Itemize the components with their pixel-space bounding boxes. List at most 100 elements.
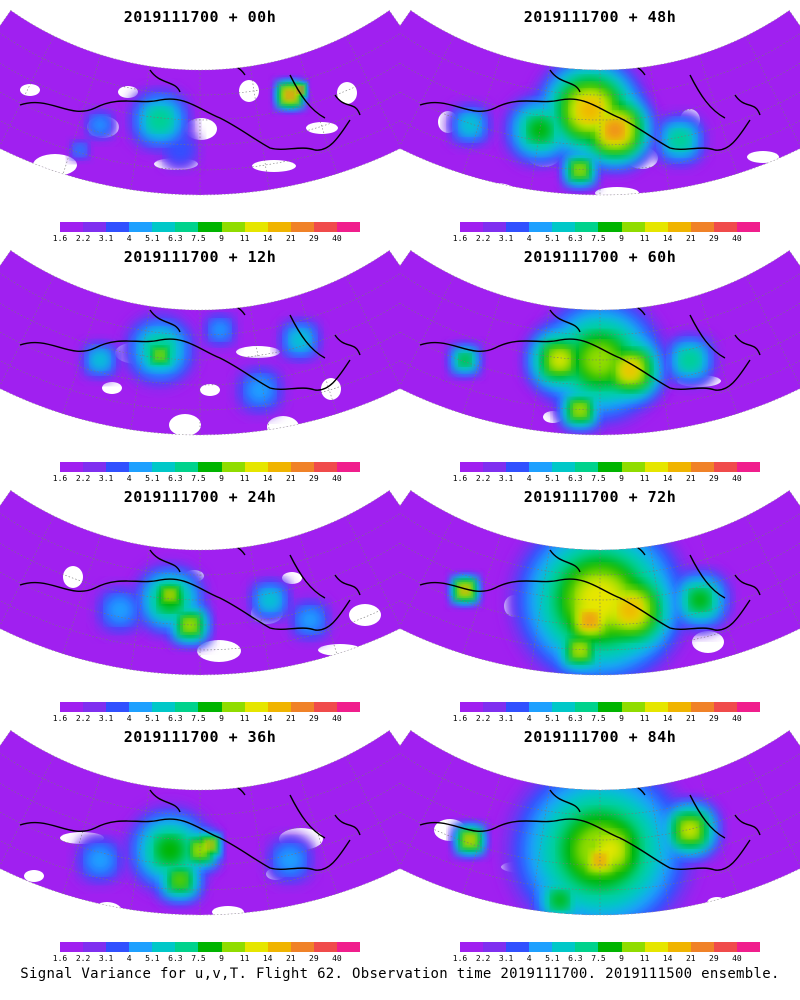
variance-map: [400, 489, 800, 676]
map-panel: 2019111700 + 48h 1.6 2.2 3.1 4 5.1 6.3 7.5 9 11 14…: [400, 0, 800, 250]
colorbar-tick-label: 14: [262, 714, 273, 723]
colorbar-swatch: [83, 462, 107, 472]
colorbar-tick-label: 2.2: [475, 474, 491, 483]
variance-contour: [682, 822, 698, 838]
colorbar-tick-label: 40: [332, 474, 342, 483]
colorbar-ticks: 1.6 2.2 3.1 4 5.1 6.3 7.5 9 11 14 21 29 40: [453, 714, 760, 724]
colorbar-swatch: [244, 942, 268, 952]
colorbar-tick-label: 14: [262, 954, 273, 963]
colorbar-swatch: [644, 942, 668, 952]
low-variance-gap: [318, 644, 362, 656]
panel-title: 2019111700 + 36h: [123, 728, 277, 746]
colorbar-tick-label: 11: [239, 954, 250, 963]
colorbar-swatch: [106, 222, 130, 232]
colorbar-tick-label: 21: [285, 474, 296, 483]
variance-contour: [619, 599, 641, 621]
colorbar-ticks: 1.6 2.2 3.1 4 5.1 6.3 7.5 9 11 14 21 29 40: [53, 714, 360, 724]
colorbar-swatch: [736, 942, 761, 952]
colorbar-swatch: [506, 702, 530, 712]
colorbar-tick-label: 4: [126, 954, 132, 963]
colorbar-swatch: [336, 702, 361, 712]
variance-contour: [290, 330, 310, 350]
latitude-line: [0, 91, 400, 171]
colorbar-tick-label: 40: [732, 714, 742, 723]
variance-contour: [583, 613, 597, 627]
colorbar-tick-label: 9: [219, 474, 224, 483]
colorbar-tick-label: 1.6: [52, 954, 68, 963]
low-variance-gap: [474, 183, 518, 195]
colorbar-tick-label: 9: [619, 954, 624, 963]
colorbar-swatch: [552, 462, 576, 472]
colorbar-tick-label: 11: [239, 474, 250, 483]
low-variance-gap: [747, 151, 779, 163]
colorbar-tick-label: 6.3: [568, 954, 583, 963]
colorbar-swatch: [690, 942, 714, 952]
latitude-line: [400, 750, 800, 816]
colorbar-tick-label: 9: [619, 714, 624, 723]
colorbar-tick-label: 29: [309, 954, 319, 963]
panel-title: 2019111700 + 24h: [123, 488, 277, 506]
colorbar-tick-label: 6.3: [568, 714, 583, 723]
latitude-line: [400, 510, 800, 576]
colorbar-tick-label: 1.6: [52, 714, 68, 723]
colorbar-tick-label: 40: [732, 234, 742, 243]
latitude-line: [0, 571, 400, 651]
colorbar-ticks: 1.6 2.2 3.1 4 5.1 6.3 7.5 9 11 14 21 29 40: [53, 954, 360, 964]
map-panel: 2019111700 + 24h 1.6 2.2 3.1 4 5.1 6.3 7.5 9 11 14…: [0, 480, 400, 730]
colorbar-swatch: [221, 222, 245, 232]
colorbar-swatch: [175, 222, 199, 232]
variance-contour: [573, 643, 587, 657]
colorbar-swatch: [690, 702, 714, 712]
panel-title: 2019111700 + 48h: [523, 8, 677, 26]
map-panel: 2019111700 + 72h 1.6 2.2 3.1 4 5.1 6.3 7.5 9 11 14…: [400, 480, 800, 730]
map-panel: 2019111700 + 12h 1.6 2.2 3.1 4 5.1 6.3 7.5 9 11 14…: [0, 240, 400, 490]
colorbar-swatch: [621, 462, 645, 472]
colorbar: [60, 942, 361, 952]
variance-contour: [165, 135, 195, 165]
colorbar-tick-label: 14: [262, 474, 273, 483]
colorbar-tick-label: 14: [662, 474, 673, 483]
colorbar-swatch: [313, 462, 337, 472]
colorbar-swatch: [60, 222, 84, 232]
variance-map: [0, 9, 400, 196]
colorbar-tick-label: 6.3: [168, 954, 183, 963]
colorbar: [60, 222, 361, 232]
variance-contour: [551, 891, 569, 909]
variance-contour: [166, 591, 174, 599]
colorbar-tick-label: 3.1: [498, 474, 514, 483]
low-variance-gap: [306, 122, 338, 134]
variance-contour: [74, 144, 86, 156]
colorbar-swatch: [152, 702, 176, 712]
colorbar-swatch: [198, 222, 222, 232]
colorbar-tick-label: 2.2: [75, 954, 91, 963]
low-variance-gap: [102, 382, 122, 394]
latitude-line: [400, 270, 800, 336]
colorbar-swatch: [313, 942, 337, 952]
colorbar-tick-label: 29: [709, 234, 719, 243]
colorbar-swatch: [690, 462, 714, 472]
colorbar-tick-label: 2.2: [75, 234, 91, 243]
latitude-line: [0, 750, 400, 816]
colorbar-tick-label: 7.5: [191, 714, 206, 723]
variance-contour: [528, 118, 552, 142]
colorbar-swatch: [460, 702, 484, 712]
variance-contour: [86, 846, 114, 874]
colorbar-swatch: [644, 222, 668, 232]
colorbar-tick-label: 4: [126, 714, 132, 723]
colorbar-swatch: [506, 942, 530, 952]
colorbar: [460, 462, 761, 472]
variance-map: [0, 729, 400, 916]
colorbar-swatch: [336, 222, 361, 232]
variance-contour: [246, 376, 274, 404]
colorbar-tick-label: 5.1: [145, 714, 160, 723]
colorbar-swatch: [83, 702, 107, 712]
colorbar-tick-label: 4: [526, 234, 532, 243]
colorbar-swatch: [667, 222, 691, 232]
colorbar-swatch: [621, 222, 645, 232]
colorbar-swatch: [598, 462, 622, 472]
colorbar-tick-label: 7.5: [191, 474, 206, 483]
colorbar-swatch: [198, 942, 222, 952]
low-variance-gap: [707, 897, 727, 909]
map-panel: 2019111700 + 84h 1.6 2.2 3.1 4 5.1 6.3 7.5 9 11 14…: [400, 720, 800, 970]
variance-contour: [578, 98, 602, 122]
